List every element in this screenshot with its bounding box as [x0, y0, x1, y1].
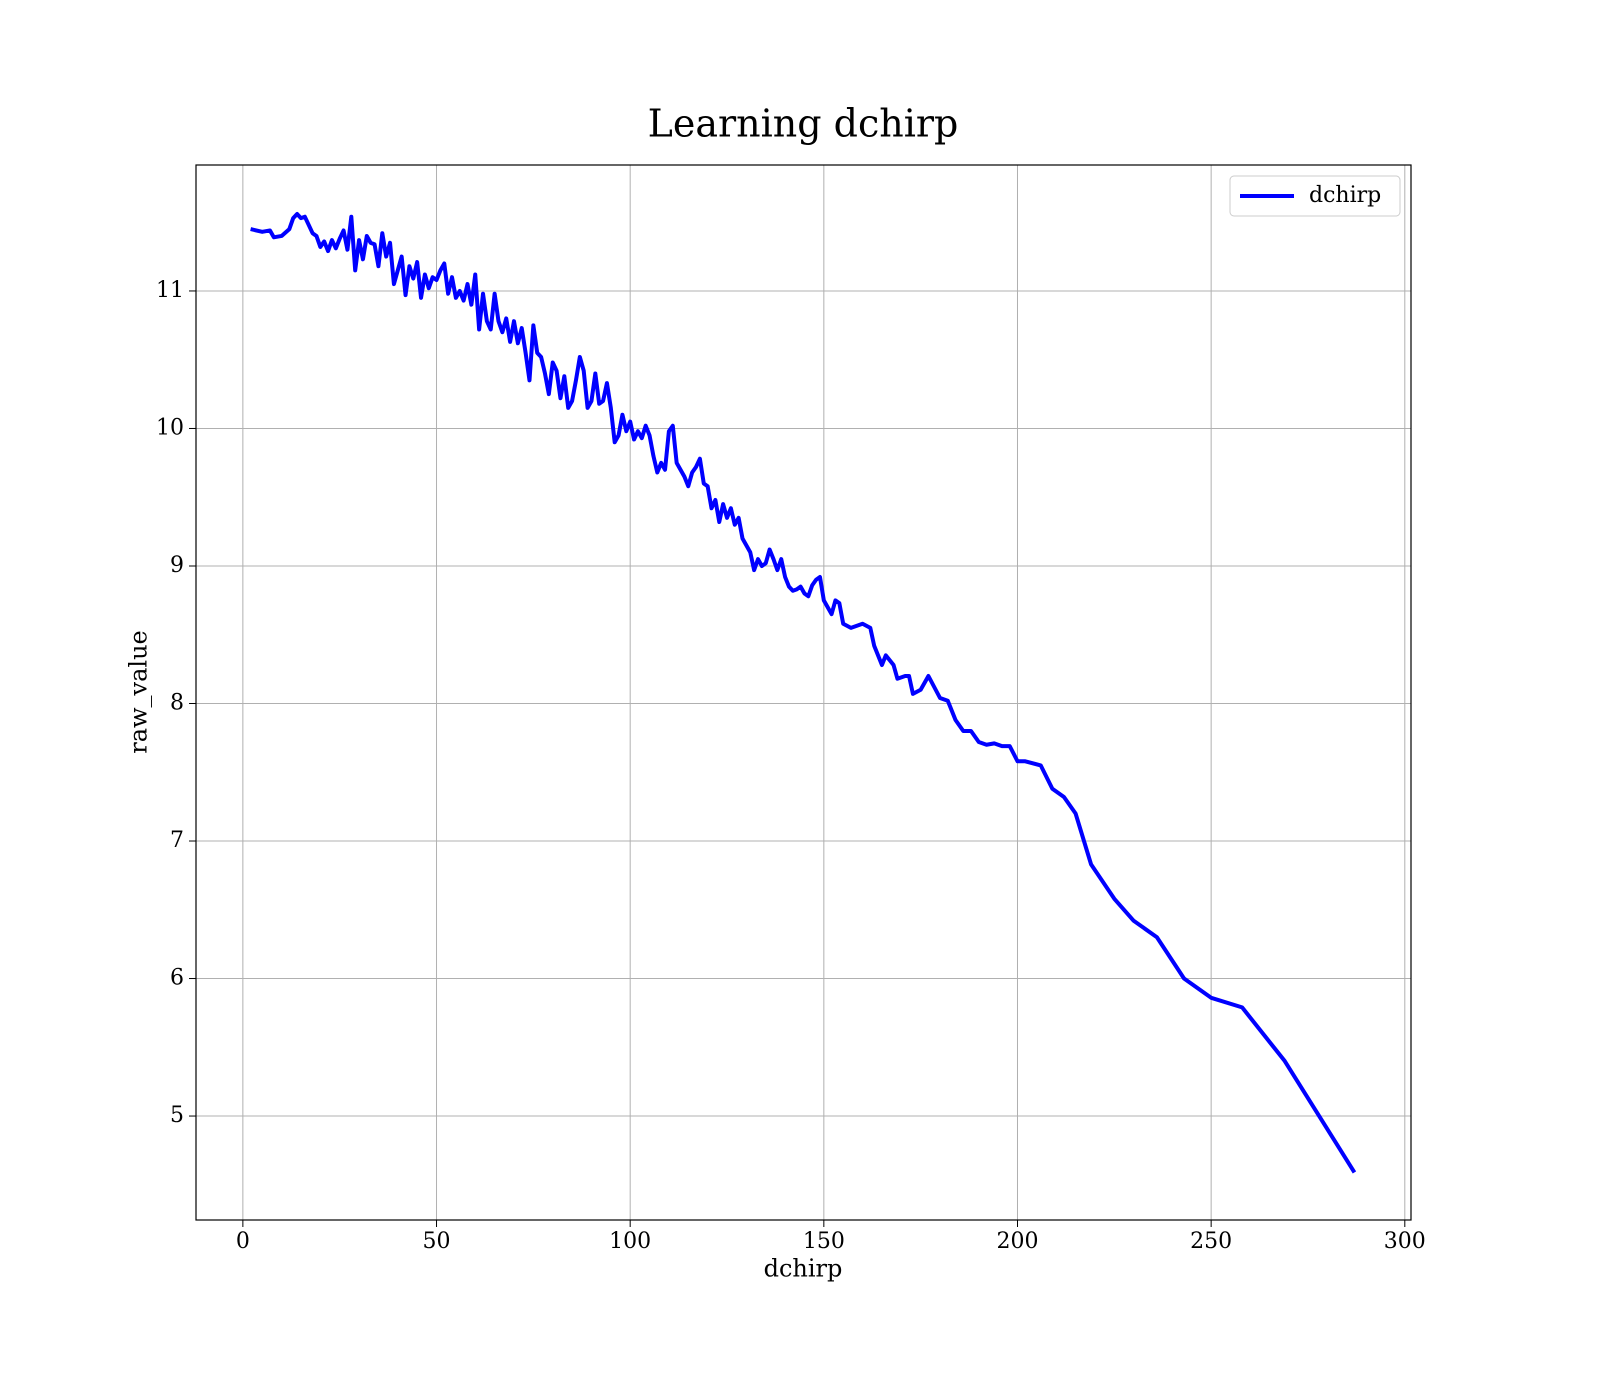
x-tick-label: 150 [803, 1229, 845, 1254]
x-tick-label: 100 [609, 1229, 651, 1254]
x-tick-label: 200 [996, 1229, 1038, 1254]
y-tick-label: 8 [170, 691, 184, 716]
x-tick-label: 0 [236, 1229, 250, 1254]
x-axis-label: dchirp [764, 1255, 843, 1283]
y-tick-label: 5 [170, 1103, 184, 1128]
x-tick-label: 300 [1384, 1229, 1426, 1254]
y-tick-label: 6 [170, 966, 184, 991]
legend-label: dchirp [1309, 183, 1381, 208]
data-line [250, 211, 1357, 1174]
y-tick-label: 10 [156, 415, 184, 440]
y-tick-label: 11 [156, 278, 184, 303]
y-tick-label: 7 [170, 828, 184, 853]
y-axis-label: raw_value [125, 630, 153, 754]
x-tick-label: 50 [423, 1229, 451, 1254]
x-tick-label: 250 [1190, 1229, 1232, 1254]
chart-title: Learning dchirp [648, 102, 959, 146]
plot-frame [195, 164, 1412, 1221]
legend-box [1229, 175, 1401, 217]
y-tick-label: 9 [170, 553, 184, 578]
